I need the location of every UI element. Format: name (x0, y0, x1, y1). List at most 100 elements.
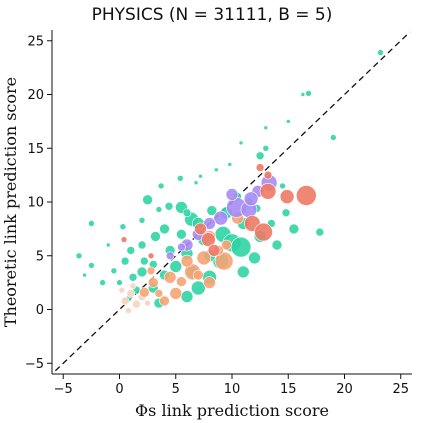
scatter-point-teal (99, 279, 106, 286)
scatter-point-teal (150, 231, 161, 242)
scatter-point-teal (238, 140, 244, 146)
scatter-point-teal (142, 194, 153, 206)
x-tick-label: 0 (115, 382, 123, 397)
scatter-point-teal (281, 208, 291, 218)
scatter-point-orange (193, 269, 204, 281)
scatter-point-orange (163, 270, 177, 284)
scatter-point-peach (144, 299, 151, 307)
scatter-point-teal (75, 252, 83, 260)
scatter-point-orange (159, 295, 170, 307)
scatter-point-orange (139, 286, 150, 298)
scatter-point-teal (88, 262, 95, 269)
scatter-point-purple (213, 210, 229, 226)
scatter-point-red (207, 244, 221, 257)
scatter-point-teal (155, 206, 163, 213)
scatter-point-teal (329, 134, 337, 141)
scatter-point-teal (164, 202, 174, 211)
scatter-point-teal (191, 280, 206, 296)
scatter-point-peach (132, 299, 141, 309)
x-tick-label: −5 (54, 382, 73, 397)
scatter-point-teal (227, 162, 233, 167)
scatter-point-teal (140, 256, 149, 266)
chart-title: PHYSICS (N = 31111, B = 5) (92, 5, 333, 25)
scatter-point-teal (120, 256, 130, 266)
scatter-point-teal (279, 182, 286, 190)
scatter-point-red (255, 163, 265, 172)
scatter-point-red (279, 189, 295, 204)
scatter-point-red (201, 232, 216, 247)
scatter-point-teal (169, 260, 183, 273)
y-tick-label: 15 (27, 142, 44, 157)
scatter-point-teal (305, 90, 312, 97)
scatter-point-teal (262, 145, 270, 152)
scatter-point-teal (116, 279, 123, 286)
x-tick-label: 10 (224, 382, 241, 397)
scatter-point-red (254, 222, 273, 242)
scatter-point-teal (193, 180, 199, 185)
scatter-point-teal (106, 242, 111, 248)
scatter-point-teal (137, 240, 147, 250)
scatter-point-teal (180, 290, 194, 303)
scatter-point-peach (120, 296, 130, 306)
y-axis-label: Theoretic link prediction score (1, 77, 20, 327)
scatter-point-peach (129, 282, 137, 290)
y-tick-label: 20 (27, 88, 44, 103)
scatter-point-orange (146, 266, 156, 276)
scatter-point-orange (196, 250, 212, 266)
scatter-point-purple (225, 188, 239, 201)
scatter-point-teal (119, 223, 127, 230)
scatter-point-teal (159, 223, 170, 235)
scatter-point-teal (206, 205, 218, 216)
scatter-point-teal (88, 220, 95, 227)
scatter-point-orange (180, 254, 194, 268)
scatter-point-teal (315, 227, 325, 237)
scatter-point-orange (148, 277, 159, 288)
scatter-point-red (194, 222, 207, 236)
scatter-point-teal (126, 246, 136, 255)
scatter-point-teal (271, 239, 283, 251)
scatter-point-teal (136, 266, 148, 278)
scatter-point-red (259, 183, 277, 200)
x-tick-label: 20 (336, 382, 353, 397)
y-tick-label: 25 (27, 34, 44, 49)
x-tick-label: 25 (392, 382, 409, 397)
scatter-point-teal (128, 272, 138, 282)
scatter-point-peach (126, 289, 136, 298)
scatter-point-teal (237, 265, 250, 279)
x-tick-label: 5 (172, 382, 180, 397)
scatter-point-teal (285, 119, 291, 124)
data-points (75, 49, 384, 314)
y-tick-label: 5 (36, 249, 44, 264)
scatter-point-red (120, 236, 128, 243)
scatter-point-teal (263, 125, 269, 131)
scatter-point-teal (377, 49, 384, 56)
scatter-point-orange (169, 287, 183, 300)
scatter-point-teal (110, 267, 118, 275)
scatter-point-purple (243, 191, 259, 207)
x-tick-label: 15 (280, 382, 297, 397)
x-axis-ticks: −5 0 5 10 15 20 25 (54, 374, 409, 397)
scatter-point-teal (255, 151, 265, 161)
y-axis-ticks: −5 0 5 10 15 20 25 (25, 34, 52, 372)
scatter-point-teal (82, 272, 87, 278)
x-axis-label: Φs link prediction score (135, 401, 329, 420)
scatter-point-peach (125, 307, 132, 314)
scatter-point-orange (176, 276, 187, 287)
scatter-point-teal (176, 229, 187, 240)
y-tick-label: 0 (36, 303, 44, 318)
scatter-point-teal (248, 251, 261, 265)
scatter-point-teal (300, 92, 306, 97)
scatter-point-teal (288, 223, 300, 235)
y-tick-label: 10 (27, 196, 44, 211)
scatter-point-orange (214, 251, 234, 271)
scatter-point-purple (165, 251, 175, 261)
scatter-point-orange (221, 239, 232, 251)
scatter-point-red (295, 185, 317, 206)
scatter-point-teal (214, 167, 219, 173)
scatter-point-teal (177, 175, 184, 182)
scatter-point-teal (157, 182, 165, 190)
scatter-point-teal (230, 236, 252, 258)
scatter-point-teal (182, 208, 192, 218)
scatter-point-teal (198, 173, 203, 179)
scatter-point-orange (203, 276, 216, 289)
